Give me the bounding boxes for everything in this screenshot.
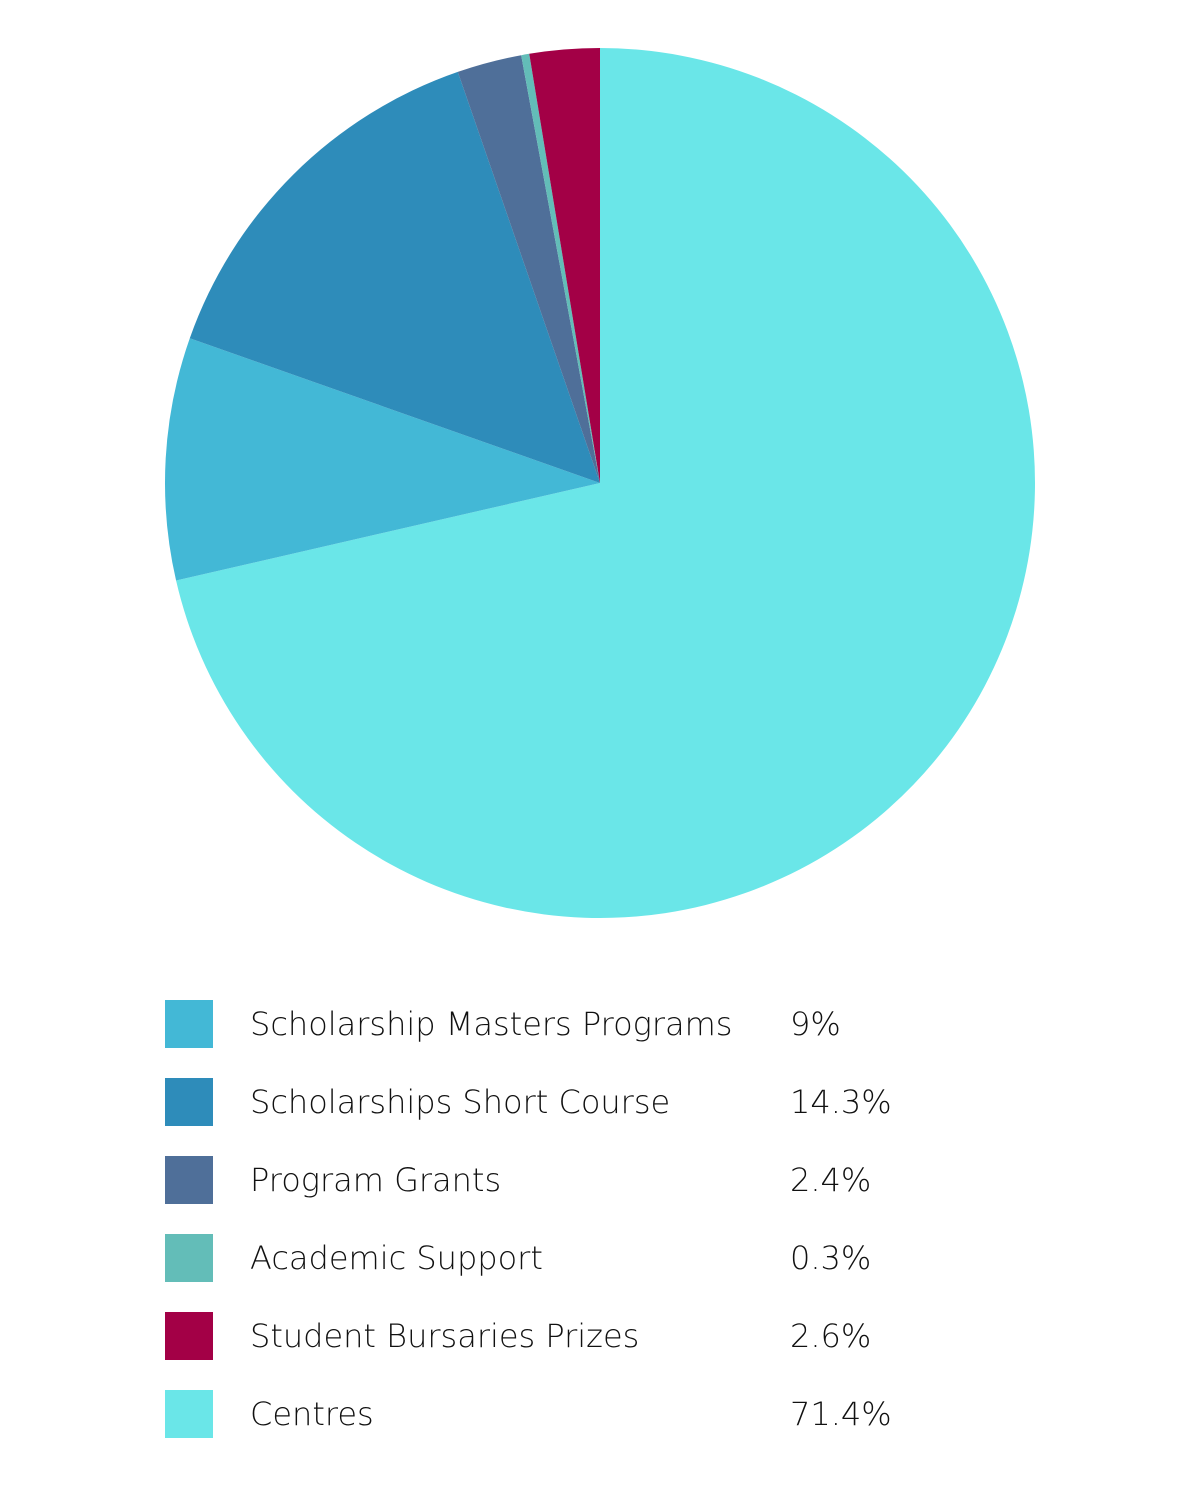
legend-label: Student Bursaries Prizes	[250, 1317, 640, 1355]
legend-value: 0.3%	[790, 1239, 872, 1277]
pie-chart	[164, 48, 1035, 919]
legend-swatch	[165, 1156, 213, 1204]
legend-item-academic-support: Academic Support 0.3%	[165, 1234, 965, 1312]
legend-label: Scholarship Masters Programs	[250, 1005, 733, 1043]
legend-swatch	[165, 1234, 213, 1282]
pie-slice-student-bursaries-prizes	[529, 48, 600, 483]
legend-swatch	[165, 1390, 213, 1438]
legend-swatch	[165, 1078, 213, 1126]
legend-item-scholarships-short-course: Scholarships Short Course 14.3%	[165, 1078, 965, 1156]
legend-value: 2.4%	[790, 1161, 872, 1199]
legend-item-student-bursaries-prizes: Student Bursaries Prizes 2.6%	[165, 1312, 965, 1390]
legend-label: Centres	[250, 1395, 374, 1433]
pie-slice-scholarships-short-course	[189, 71, 601, 484]
legend: Scholarship Masters Programs 9% Scholars…	[165, 1000, 965, 1468]
legend-label: Program Grants	[250, 1161, 502, 1199]
pie-slice-scholarship-masters-programs	[164, 338, 600, 581]
pie-slice-program-grants	[457, 55, 600, 483]
pie-slice-centres	[176, 48, 1035, 919]
legend-swatch	[165, 1312, 213, 1360]
legend-value: 14.3%	[790, 1083, 892, 1121]
legend-value: 9%	[790, 1005, 841, 1043]
legend-label: Academic Support	[250, 1239, 543, 1277]
legend-value: 2.6%	[790, 1317, 872, 1355]
legend-value: 71.4%	[790, 1395, 892, 1433]
pie-slice-academic-support	[521, 53, 600, 483]
pie-slices	[164, 48, 1035, 919]
legend-swatch	[165, 1000, 213, 1048]
legend-label: Scholarships Short Course	[250, 1083, 671, 1121]
legend-item-scholarship-masters-programs: Scholarship Masters Programs 9%	[165, 1000, 965, 1078]
legend-item-program-grants: Program Grants 2.4%	[165, 1156, 965, 1234]
legend-item-centres: Centres 71.4%	[165, 1390, 965, 1468]
